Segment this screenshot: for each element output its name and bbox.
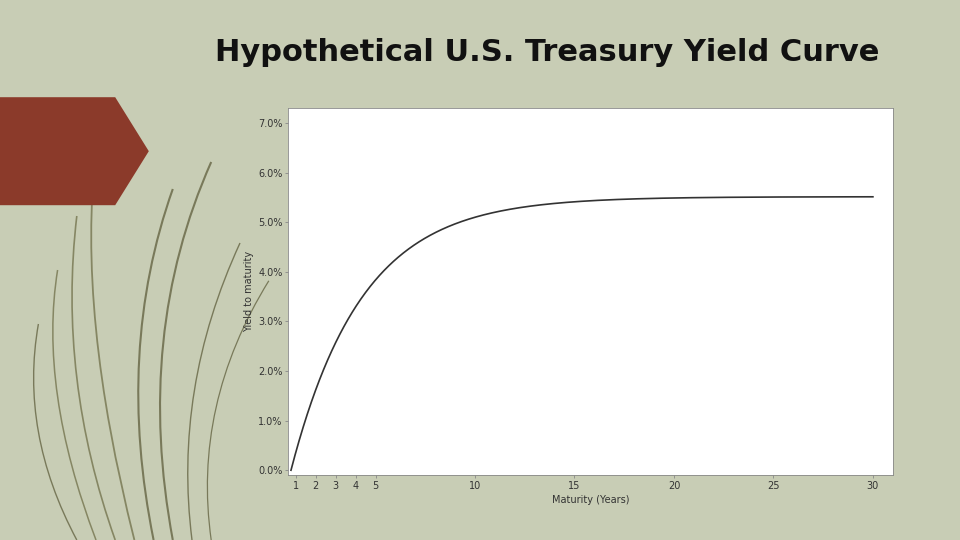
Text: Hypothetical U.S. Treasury Yield Curve: Hypothetical U.S. Treasury Yield Curve [215,38,879,67]
Y-axis label: Yield to maturity: Yield to maturity [244,251,253,332]
Polygon shape [0,97,149,205]
X-axis label: Maturity (Years): Maturity (Years) [552,495,629,505]
